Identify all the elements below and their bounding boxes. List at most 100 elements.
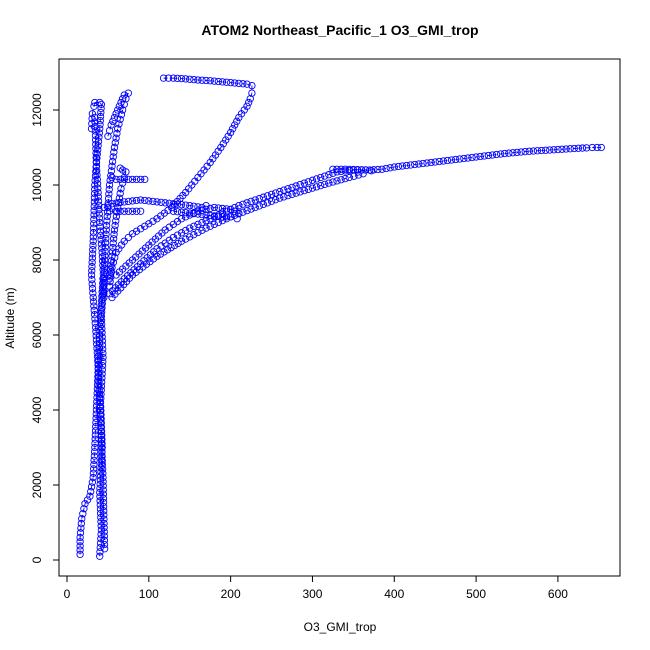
data-point (427, 158, 435, 167)
series-segment (91, 274, 94, 298)
data-point (480, 152, 488, 160)
data-point (112, 248, 120, 257)
data-point (198, 203, 206, 212)
series-segment (255, 197, 280, 208)
data-point (190, 209, 198, 217)
data-point (95, 378, 103, 386)
data-point (243, 80, 251, 88)
data-point (96, 419, 105, 427)
data-point (89, 233, 97, 241)
data-point (100, 545, 109, 553)
data-point (92, 332, 100, 340)
data-point (107, 261, 115, 269)
data-point (101, 247, 109, 256)
data-point (219, 140, 227, 148)
data-point (117, 185, 125, 193)
series-segment (349, 173, 364, 178)
data-point (149, 197, 157, 206)
data-point (100, 285, 108, 293)
data-point (578, 144, 587, 152)
data-point (111, 139, 119, 147)
series-segment (369, 168, 383, 171)
data-point (537, 146, 546, 155)
data-point (112, 199, 120, 207)
data-point (218, 216, 227, 225)
x-tick-label: 100 (139, 587, 159, 601)
data-point (128, 230, 137, 238)
data-point (99, 490, 108, 498)
data-point (90, 456, 98, 465)
data-point (80, 505, 88, 513)
data-point (81, 500, 89, 508)
data-point (451, 155, 460, 164)
data-point (116, 115, 124, 124)
data-point (105, 185, 113, 194)
data-point (102, 226, 110, 234)
y-axis: 0 2000 4000 6000 8000 10000 12000 (30, 93, 59, 563)
data-point (94, 361, 102, 369)
data-point (222, 78, 231, 86)
data-point (132, 175, 141, 184)
data-point (97, 314, 105, 322)
data-point (97, 440, 106, 448)
data-point (325, 179, 333, 187)
data-point (89, 293, 97, 302)
data-point (78, 515, 86, 523)
series-segment (111, 229, 115, 257)
series-segment (516, 150, 530, 153)
data-point (222, 205, 231, 213)
y-tick-label: 2000 (30, 471, 44, 498)
data-point (402, 161, 411, 170)
data-point (96, 318, 105, 326)
data-point (198, 218, 206, 227)
data-point (145, 197, 153, 205)
data-point (169, 200, 178, 208)
data-point (96, 398, 104, 407)
data-point (431, 158, 439, 166)
data-point (337, 176, 345, 184)
data-point (93, 150, 101, 158)
data-point (90, 215, 98, 224)
data-point (214, 204, 223, 212)
data-point (90, 207, 98, 215)
data-point (251, 196, 259, 204)
data-point (94, 146, 102, 154)
data-point (149, 217, 157, 225)
data-point (93, 154, 101, 162)
data-point (460, 154, 468, 163)
data-point (106, 266, 115, 274)
data-point (243, 206, 251, 215)
series-segment (99, 102, 102, 105)
data-point (333, 168, 341, 176)
data-point (222, 215, 231, 223)
data-point (97, 104, 105, 113)
data-point (517, 148, 525, 156)
chart-title: ATOM2 Northeast_Pacific_1 O3_GMI_trop (201, 22, 478, 38)
data-point (104, 194, 113, 203)
data-point (99, 349, 107, 358)
data-point (96, 112, 105, 121)
data-point (217, 143, 225, 152)
data-point (214, 77, 223, 86)
data-point (109, 235, 118, 243)
data-point (112, 175, 120, 184)
data-point (100, 524, 108, 532)
data-point (529, 147, 538, 155)
series-segment (91, 106, 95, 114)
data-point (235, 113, 243, 122)
data-point (90, 202, 98, 211)
data-point (321, 180, 329, 189)
data-point (98, 308, 106, 316)
data-point (198, 76, 206, 84)
data-point (88, 478, 97, 486)
data-point (90, 189, 99, 198)
data-point (202, 211, 210, 219)
series-segment (504, 151, 518, 154)
series-segment (173, 77, 186, 80)
series-segment (406, 163, 419, 166)
data-point (100, 203, 108, 212)
series-segment (120, 177, 125, 189)
data-point (106, 277, 114, 286)
data-point (574, 144, 583, 152)
data-point (284, 191, 292, 200)
